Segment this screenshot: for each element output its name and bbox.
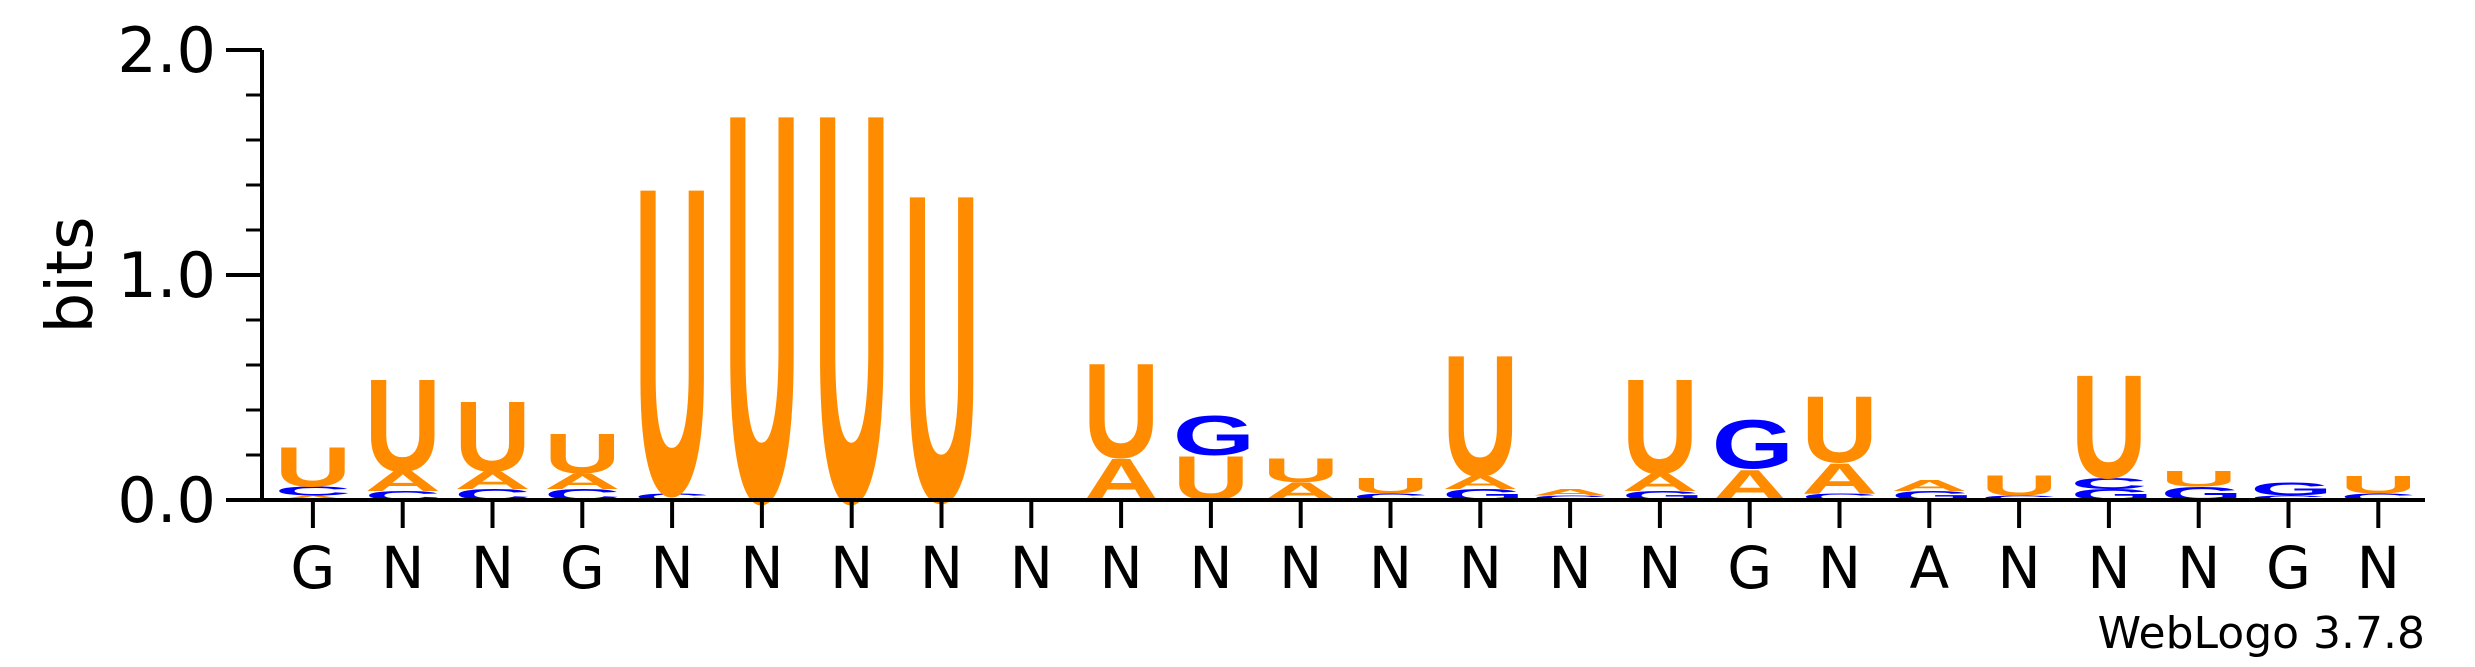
logo-letter-u: U bbox=[1802, 377, 1878, 483]
logo-letter-u: U bbox=[1622, 350, 1698, 502]
logo-letter-a: A bbox=[275, 494, 351, 501]
logo-letter-a: A bbox=[1532, 487, 1608, 498]
consensus-label: N bbox=[1279, 534, 1322, 602]
logo-letter-u: U bbox=[365, 353, 441, 500]
logo-letter-c: C bbox=[1802, 491, 1878, 502]
logo-letter-a: A bbox=[544, 469, 620, 494]
consensus-label: N bbox=[1369, 534, 1412, 602]
logo-letter-a: A bbox=[455, 466, 531, 494]
consensus-label: G bbox=[560, 534, 605, 602]
logo-letter-a: A bbox=[1442, 472, 1518, 493]
y-tick-label: 0.0 bbox=[117, 464, 216, 537]
consensus-label: N bbox=[830, 534, 873, 602]
logo-letter-g: G bbox=[1173, 404, 1255, 467]
logo-letter-a: A bbox=[365, 466, 441, 497]
logo-letter-u: U bbox=[275, 435, 351, 498]
consensus-label: N bbox=[2357, 534, 2400, 602]
consensus-label: N bbox=[471, 534, 514, 602]
logo-letter-a: A bbox=[1802, 454, 1878, 503]
consensus-label: N bbox=[1548, 534, 1591, 602]
consensus-label: G bbox=[290, 534, 335, 602]
logo-letter-u: U bbox=[2161, 467, 2237, 492]
logo-letter-u: U bbox=[2071, 345, 2147, 510]
y-tick-label: 2.0 bbox=[117, 14, 216, 87]
logo-letter-a: A bbox=[1891, 477, 1967, 494]
consensus-label: N bbox=[1818, 534, 1861, 602]
consensus-label: N bbox=[1997, 534, 2040, 602]
logo-letter-u: U bbox=[1353, 474, 1429, 499]
consensus-label: N bbox=[2177, 534, 2220, 602]
consensus-label: N bbox=[381, 534, 424, 602]
logo-letter-c: C bbox=[1981, 494, 2057, 501]
consensus-label: N bbox=[650, 534, 693, 602]
logo-letter-c: C bbox=[2340, 491, 2416, 502]
logo-letter-g: G bbox=[2251, 479, 2333, 500]
logo-letter-u: U bbox=[1263, 451, 1339, 490]
logo-letter-c: C bbox=[634, 491, 710, 502]
logo-letter-c: C bbox=[2251, 494, 2327, 501]
logo-letter-a: A bbox=[1622, 469, 1698, 497]
logo-letter-u: U bbox=[544, 422, 620, 485]
y-tick-label: 1.0 bbox=[117, 239, 216, 312]
logo-letter-u: U bbox=[1083, 335, 1159, 487]
logo-letter-c: C bbox=[2071, 475, 2147, 492]
consensus-label: G bbox=[2266, 534, 2311, 602]
consensus-label: N bbox=[1638, 534, 1681, 602]
logo-letter-u: U bbox=[1981, 470, 2057, 501]
consensus-label: N bbox=[2087, 534, 2130, 602]
logo-letter-u: U bbox=[2340, 471, 2416, 499]
credit-label: WebLogo 3.7.8 bbox=[2098, 608, 2425, 659]
consensus-label: N bbox=[1010, 534, 1053, 602]
y-ticks: 0.0 1.0 2.0 bbox=[117, 14, 262, 537]
logo-letter-c: C bbox=[1532, 494, 1608, 501]
consensus-label: N bbox=[740, 534, 783, 602]
logo-letter-u: U bbox=[1442, 320, 1518, 513]
consensus-label: N bbox=[1459, 534, 1502, 602]
consensus-label: N bbox=[920, 534, 963, 602]
logo-letter-g: G bbox=[1712, 406, 1794, 483]
consensus-label: A bbox=[1909, 534, 1949, 602]
logo-letter-c: C bbox=[275, 484, 351, 498]
y-axis-label: bits bbox=[34, 217, 108, 334]
consensus-label: N bbox=[1189, 534, 1232, 602]
logo-letter-u: U bbox=[455, 380, 531, 492]
consensus-label: N bbox=[1099, 534, 1142, 602]
logo-letter-c: C bbox=[1353, 491, 1429, 502]
consensus-label: G bbox=[1727, 534, 1772, 602]
